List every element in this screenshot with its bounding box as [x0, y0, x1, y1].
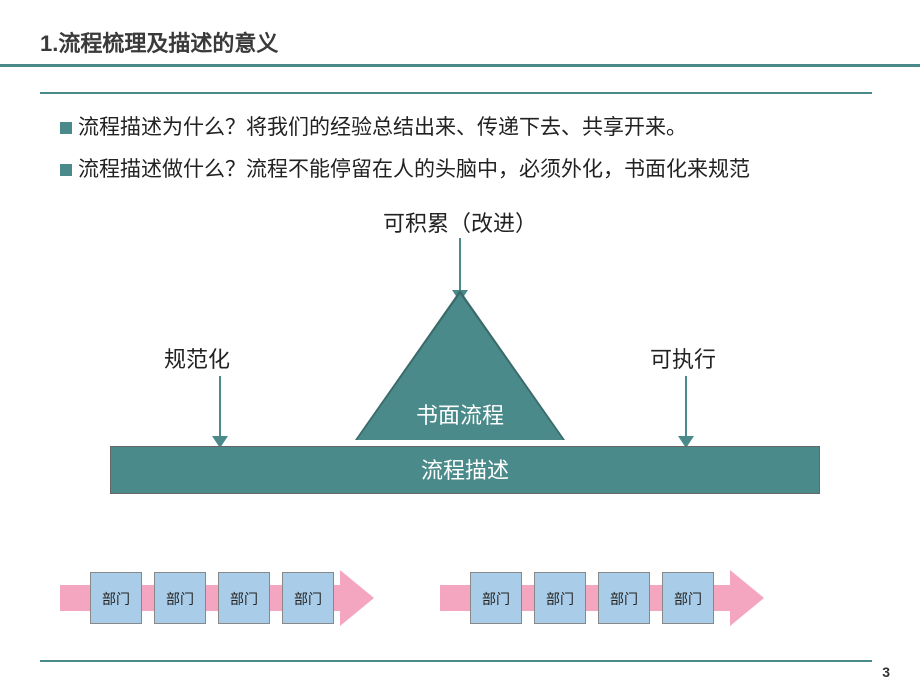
department-box: 部门	[218, 572, 270, 624]
arrow-right-line	[685, 376, 687, 438]
divider-bottom	[40, 660, 872, 662]
diagram-top-label: 可积累（改进）	[0, 206, 920, 238]
bullet-text: 流程描述为什么？将我们的经验总结出来、传递下去、共享开来。	[78, 116, 687, 139]
process-description-bar: 流程描述	[110, 446, 820, 494]
bullet-square-icon	[60, 122, 72, 134]
flow-arrow-head-icon	[730, 570, 764, 626]
bullet-text: 流程描述做什么？流程不能停留在人的头脑中，必须外化，书面化来规范	[78, 158, 750, 181]
department-box: 部门	[154, 572, 206, 624]
bullet-item: 流程描述做什么？流程不能停留在人的头脑中，必须外化，书面化来规范	[60, 154, 860, 186]
diagram-right-label: 可执行	[650, 342, 716, 374]
bullet-item: 流程描述为什么？将我们的经验总结出来、传递下去、共享开来。	[60, 112, 860, 144]
department-row: 部门部门部门部门部门部门部门部门	[0, 550, 920, 630]
arrow-top-line	[459, 238, 461, 292]
bullet-square-icon	[60, 164, 72, 176]
department-box: 部门	[282, 572, 334, 624]
page-number: 3	[882, 664, 890, 680]
triangle-label: 书面流程	[400, 398, 520, 430]
department-box: 部门	[598, 572, 650, 624]
diagram-left-label: 规范化	[164, 342, 230, 374]
title-underline	[0, 64, 920, 67]
bullet-list: 流程描述为什么？将我们的经验总结出来、传递下去、共享开来。 流程描述做什么？流程…	[60, 112, 860, 195]
department-box: 部门	[662, 572, 714, 624]
department-box: 部门	[534, 572, 586, 624]
department-box: 部门	[470, 572, 522, 624]
flow-arrow-head-icon	[340, 570, 374, 626]
page-title: 1.流程梳理及描述的意义	[40, 26, 278, 58]
department-box: 部门	[90, 572, 142, 624]
arrow-left-line	[219, 376, 221, 438]
divider-top	[40, 92, 872, 94]
